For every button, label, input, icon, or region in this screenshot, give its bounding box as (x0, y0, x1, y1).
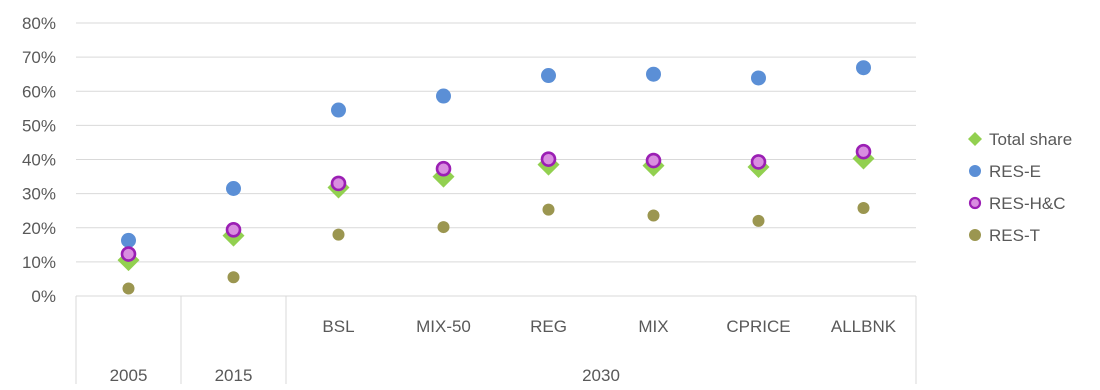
y-tick-label: 20% (22, 219, 56, 238)
data-point-res-t (647, 209, 660, 222)
data-point-res-e (226, 181, 241, 197)
data-point-res-h-c (750, 154, 767, 170)
y-tick-label: 40% (22, 151, 56, 170)
data-point-res-e (541, 68, 556, 84)
data-point-res-h-c (540, 151, 557, 167)
legend-marker-res-t (969, 229, 981, 241)
y-tick-label: 0% (31, 287, 56, 306)
y-tick-label: 50% (22, 116, 56, 135)
x-tick-label: MIX-50 (416, 317, 471, 336)
x-group-label: 2015 (215, 366, 253, 385)
data-point-res-t (332, 228, 345, 241)
data-point-res-h-c (435, 160, 452, 177)
x-axis: 2005 2015 BSL MIX-50 REG MIX CPRICE ALLBNK 2030 (75, 296, 917, 385)
data-point-res-e (121, 232, 136, 248)
gridlines (76, 22, 916, 297)
x-group-label: 2030 (582, 366, 620, 385)
legend-label-total-share: Total share (989, 130, 1072, 149)
data-point-res-e (856, 60, 871, 76)
x-tick-label: ALLBNK (831, 317, 897, 336)
data-point-res-e (436, 88, 451, 104)
data-points (117, 60, 875, 295)
legend-label-res-e: RES-E (989, 162, 1041, 181)
legend-label-res-h-c: RES-H&C (989, 194, 1066, 213)
x-tick-label: REG (530, 317, 567, 336)
x-tick-label: MIX (638, 317, 668, 336)
y-tick-label: 80% (22, 14, 56, 33)
x-group-label: 2005 (110, 366, 148, 385)
legend-marker-res-h-c (968, 196, 982, 210)
data-point-res-h-c (120, 246, 137, 262)
data-point-res-t (752, 214, 765, 227)
y-tick-label: 60% (22, 82, 56, 101)
y-tick-label: 70% (22, 48, 56, 67)
legend-label-res-t: RES-T (989, 226, 1040, 245)
y-axis: 0% 10% 20% 30% 40% 50% 60% 70% 80% (22, 14, 56, 306)
data-point-res-h-c (855, 143, 872, 160)
data-point-res-e (751, 70, 766, 86)
data-point-res-t (542, 203, 555, 216)
legend-marker-res-e (969, 165, 981, 177)
y-tick-label: 10% (22, 253, 56, 272)
data-point-res-t (857, 201, 870, 214)
x-tick-label: BSL (322, 317, 354, 336)
legend-marker-total-share (968, 132, 982, 146)
data-point-res-t (437, 221, 450, 234)
legend: Total share RES-E RES-H&C RES-T (968, 130, 1072, 245)
data-point-res-h-c (330, 175, 347, 192)
data-point-res-t (227, 271, 240, 284)
x-tick-label: CPRICE (726, 317, 790, 336)
data-point-res-h-c (225, 221, 242, 238)
data-point-res-e (646, 66, 661, 82)
y-tick-label: 30% (22, 185, 56, 204)
data-point-res-t (122, 282, 135, 295)
data-point-res-h-c (645, 152, 662, 169)
data-point-res-e (331, 102, 346, 118)
